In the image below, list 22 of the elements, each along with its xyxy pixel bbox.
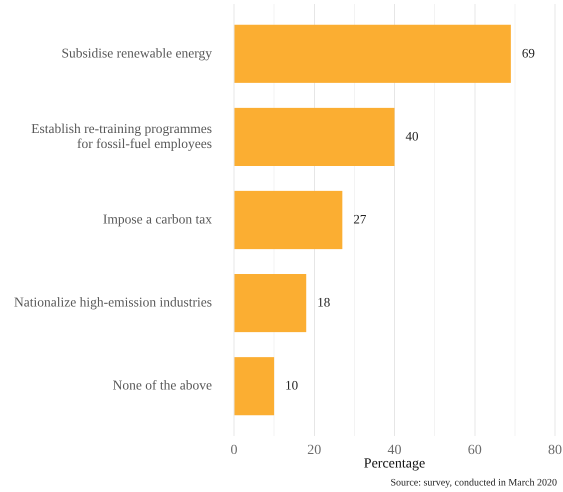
- x-tick-label: 40: [388, 443, 402, 458]
- y-tick-label: Establish re-training programmes for fossil-fuel employees: [31, 120, 212, 152]
- y-tick-label: Nationalize high-emission industries: [14, 294, 212, 310]
- source-note: Source: survey, conducted in March 2020: [390, 478, 557, 489]
- y-tick-label: None of the above: [112, 378, 212, 393]
- bar: [234, 190, 342, 250]
- data-label: 27: [353, 211, 367, 226]
- bar: [234, 108, 394, 166]
- y-tick-label: Impose a carbon tax: [102, 212, 212, 227]
- bar: [234, 274, 306, 332]
- bar: [234, 24, 511, 83]
- data-label: 18: [317, 294, 330, 310]
- data-label: 40: [406, 128, 418, 144]
- y-tick-label: Subsidise renewable energy: [62, 45, 212, 60]
- x-tick-label: 60: [468, 443, 482, 458]
- bar: [234, 357, 274, 416]
- x-tick-label: 20: [307, 443, 322, 458]
- data-label: 10: [285, 378, 298, 393]
- data-label: 69: [522, 45, 535, 60]
- x-tick-label: 80: [548, 443, 562, 458]
- x-tick-label: 0: [230, 443, 238, 458]
- x-axis-title: Percentage: [364, 456, 426, 472]
